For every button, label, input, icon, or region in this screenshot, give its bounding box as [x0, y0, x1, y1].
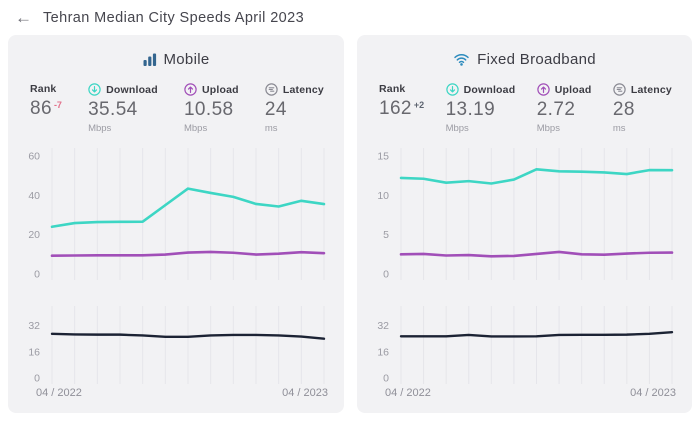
svg-text:04 / 2023: 04 / 2023	[630, 387, 676, 399]
mobile-latency-label: Latency	[282, 83, 324, 96]
mobile-speeds-svg: 0 20 40 60	[28, 147, 326, 280]
fixed-rank-label: Rank	[379, 83, 406, 95]
svg-text:10: 10	[377, 190, 389, 202]
svg-text:60: 60	[28, 150, 40, 162]
fixed-stats-row: Rank 162 +2 Download	[357, 68, 692, 138]
mobile-latency-chart: 0 16 32 04 / 2022 04 / 2023	[8, 304, 344, 400]
mobile-rank-unit	[30, 122, 62, 133]
svg-text:16: 16	[377, 346, 389, 358]
fixed-latency-chart: 0 16 32 04 / 2022 04 / 2023	[357, 304, 692, 400]
svg-text:20: 20	[28, 229, 40, 241]
svg-text:16: 16	[28, 346, 40, 358]
mobile-upload-value: 10.58	[183, 99, 234, 120]
fixed-speed-chart: 0 5 10 15	[357, 146, 692, 288]
mobile-download-value: 35.54	[88, 99, 138, 120]
upload-circle-icon	[184, 83, 197, 96]
mobile-latency-value: 24	[264, 99, 287, 120]
mobile-download-label: Download	[106, 83, 158, 96]
mobile-rank-delta: -7	[53, 99, 62, 110]
fixed-rank-delta: +2	[413, 99, 425, 110]
fixed-upload-unit: Mbps	[536, 122, 560, 134]
fixed-download-unit: Mbps	[445, 122, 469, 134]
fixed-stat-download: Download 13.19 Mbps	[446, 83, 516, 134]
mobile-rank-label: Rank	[30, 83, 57, 95]
fixed-speeds-svg: 0 5 10 15	[377, 147, 674, 280]
fixed-latency-unit: ms	[612, 122, 626, 134]
mobile-upload-label: Upload	[201, 83, 239, 96]
svg-text:0: 0	[34, 268, 40, 280]
panel-fixed-title: Fixed Broadband	[357, 35, 692, 68]
svg-text:04 / 2022: 04 / 2022	[36, 387, 82, 399]
fixed-latency-value: 28	[612, 99, 635, 120]
svg-text:15: 15	[377, 150, 389, 162]
mobile-rank-value: 86	[30, 98, 52, 119]
fixed-rank-unit	[379, 122, 424, 133]
svg-text:40: 40	[28, 190, 40, 202]
mobile-bars-icon	[143, 53, 157, 66]
svg-text:0: 0	[383, 268, 389, 280]
svg-text:5: 5	[383, 229, 389, 241]
panel-fixed-broadband: Fixed Broadband Rank 162 +2	[357, 35, 692, 413]
fixed-download-label: Download	[463, 83, 516, 96]
latency-gauge-icon	[613, 83, 626, 96]
fixed-rank-value: 162	[379, 98, 412, 119]
svg-text:04 / 2023: 04 / 2023	[282, 387, 328, 399]
svg-text:0: 0	[383, 372, 389, 384]
svg-text:0: 0	[34, 372, 40, 384]
top-bar: ← Tehran Median City Speeds April 2023	[0, 0, 700, 33]
mobile-latency-unit: ms	[264, 122, 278, 134]
mobile-stat-rank: Rank 86 -7	[30, 83, 62, 134]
fixed-upload-value: 2.72	[536, 99, 576, 120]
fixed-download-value: 13.19	[445, 99, 496, 120]
svg-text:32: 32	[377, 320, 389, 332]
mobile-stat-upload: Upload 10.58 Mbps	[184, 83, 239, 134]
panel-fixed-title-text: Fixed Broadband	[477, 51, 596, 68]
fixed-stat-latency: Latency 28 ms	[613, 83, 672, 134]
download-circle-icon	[88, 83, 101, 96]
fixed-latency-label: Latency	[630, 83, 672, 96]
fixed-latency-svg: 0 16 32 04 / 2022 04 / 2023	[377, 305, 676, 399]
upload-circle-icon	[537, 83, 550, 96]
mobile-download-unit: Mbps	[88, 122, 112, 134]
latency-gauge-icon	[265, 83, 278, 96]
wifi-icon	[453, 53, 470, 66]
back-arrow-icon[interactable]: ←	[15, 8, 32, 27]
panel-mobile: Mobile Rank 86 -7	[8, 35, 344, 413]
mobile-latency-svg: 0 16 32 04 / 2022 04 / 2023	[28, 305, 328, 399]
panel-mobile-title-text: Mobile	[163, 51, 210, 68]
fixed-stat-upload: Upload 2.72 Mbps	[537, 83, 592, 134]
panels-container: Mobile Rank 86 -7	[0, 33, 700, 413]
mobile-stats-row: Rank 86 -7 Download	[8, 68, 344, 138]
svg-text:32: 32	[28, 320, 40, 332]
panel-mobile-title: Mobile	[8, 35, 344, 68]
svg-text:04 / 2022: 04 / 2022	[385, 387, 431, 399]
download-circle-icon	[445, 83, 459, 96]
page-title: Tehran Median City Speeds April 2023	[43, 9, 305, 26]
mobile-upload-unit: Mbps	[183, 122, 208, 134]
fixed-stat-rank: Rank 162 +2	[379, 83, 424, 134]
mobile-stat-latency: Latency 24 ms	[265, 83, 324, 134]
mobile-speed-chart: 0 20 40 60	[8, 146, 344, 288]
fixed-upload-label: Upload	[554, 83, 592, 96]
mobile-stat-download: Download 35.54 Mbps	[88, 83, 158, 134]
